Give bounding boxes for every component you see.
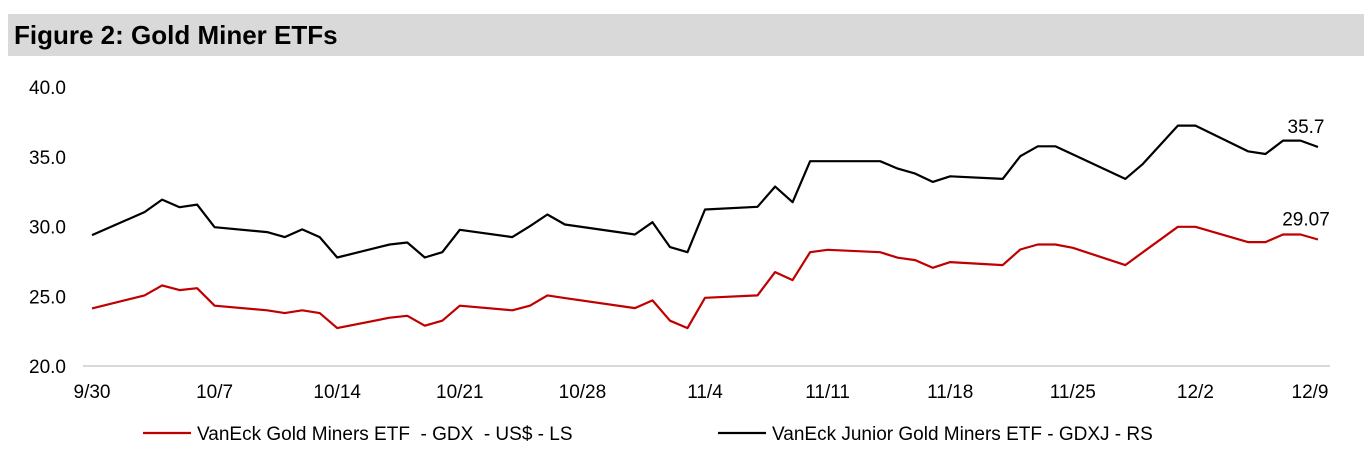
x-tick-label: 10/7 [196,382,233,403]
x-tick-label: 11/25 [1050,382,1096,403]
end-value-label: 29.07 [1282,209,1330,230]
x-tick-label: 11/4 [687,382,723,403]
legend: VanEck Gold Miners ETF - GDX - US$ - LS V… [143,424,1153,445]
y-tick-label: 30.0 [29,218,66,239]
legend-label: VanEck Junior Gold Miners ETF - GDXJ - R… [772,424,1153,445]
x-tick-label: 10/21 [436,382,484,403]
end-value-label: 35.7 [1288,117,1325,138]
y-axis-ticks: 20.0 25.0 30.0 35.0 40.0 [29,78,66,378]
legend-label: VanEck Gold Miners ETF - GDX - US$ - LS [197,424,573,445]
series-line-gdx [91,225,1319,330]
x-tick-label: 12/9 [1292,382,1329,403]
x-tick-label: 12/2 [1177,382,1214,403]
x-axis-ticks: 9/30 10/7 10/14 10/21 10/28 11/4 11/11 11/18 11/… [74,382,1329,403]
chart-title: Figure 2: Gold Miner ETFs [14,20,338,50]
series-line-gdxj [91,124,1319,259]
x-tick-label: 10/14 [313,382,361,403]
x-tick-label: 11/11 [805,382,850,403]
x-tick-label: 11/18 [927,382,973,403]
title-bar: Figure 2: Gold Miner ETFs [8,14,1364,56]
y-tick-label: 25.0 [29,287,66,308]
series-lines [91,124,1319,330]
y-tick-label: 40.0 [29,78,66,99]
x-tick-label: 9/30 [74,382,111,403]
x-tick-label: 10/28 [559,382,607,403]
y-tick-label: 35.0 [29,148,66,169]
end-labels: 29.07 35.7 [1282,117,1330,230]
y-tick-label: 20.0 [29,357,66,378]
